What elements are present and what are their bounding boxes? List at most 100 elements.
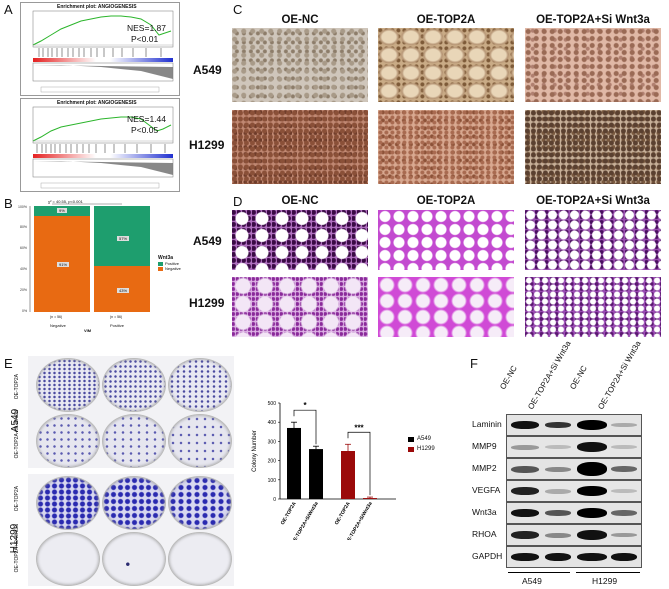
colony-plate-a549 (28, 356, 234, 468)
pct-label: 91% (57, 262, 70, 267)
bar-h1299-2 (341, 451, 355, 499)
gsea-curve-1 (32, 10, 174, 93)
significance-mark: * (303, 401, 307, 410)
significance-bracket (347, 431, 371, 496)
y-tick-label: 400 (268, 420, 277, 426)
colony-bar-chart: 0 100 200 300 400 500 Colony Number OE-TOP2A OE-… (252, 401, 396, 540)
gsea-plot-1: Enrichment plot: ANGIOGENESIS NES=1.87 P… (20, 2, 180, 96)
gsea-nes-1: NES=1.87 (127, 23, 166, 33)
legend-swatch-positive (158, 261, 163, 266)
micrograph-h1299-oe-top2a (378, 110, 514, 184)
legend-swatch-h1299 (408, 446, 414, 452)
bar-h1299-3 (363, 498, 377, 499)
panel-d-label: D (233, 194, 243, 209)
col-title: OE-TOP2A (416, 14, 476, 26)
legend-item: Positive (165, 261, 180, 266)
panel-b-label: B (4, 196, 13, 211)
protein-label: Wnt3a (472, 507, 497, 517)
y-tick-label: 200 (268, 459, 277, 465)
transwell-h1299-oe-nc (232, 277, 368, 337)
gsea-title: Enrichment plot: ANGIOGENESIS (57, 4, 137, 10)
legend-item: Negative (165, 266, 181, 271)
dish (168, 476, 232, 530)
group-label: A549 (522, 576, 542, 586)
transwell-a549-oe-nc (232, 210, 368, 270)
gsea-title: Enrichment plot: ANGIOGENESIS (57, 100, 137, 106)
protein-label: Laminin (472, 419, 502, 429)
micrograph-h1299-si-wnt3a (525, 110, 661, 184)
group-bracket-h1299 (576, 572, 640, 573)
gsea-plot-2: Enrichment plot: ANGIOGENESIS NES=1.44 P… (20, 98, 180, 192)
row-label: A549 (193, 63, 222, 77)
protein-label: RHOA (472, 529, 497, 539)
col-title: OE-TOP2A+Si Wnt3a (536, 14, 650, 26)
svg-text:40%: 40% (20, 267, 27, 271)
legend-title: Wnt3a (158, 255, 173, 261)
pct-label: 9% (57, 208, 67, 213)
category-label: Negative (50, 323, 66, 328)
blot-row-gapdh: GAPDH (470, 546, 665, 568)
col-title: OE-TOP2A (416, 195, 476, 207)
side-label: OE-TOP2A+Si Wnt3a (14, 410, 20, 459)
legend-swatch-a549 (408, 436, 414, 442)
micrograph-a549-oe-nc (232, 28, 368, 102)
protein-label: MMP2 (472, 463, 497, 473)
side-label: OE-TOP2A (14, 486, 20, 512)
panel-e-label: E (4, 356, 13, 371)
transwell-a549-si-wnt3a (525, 210, 661, 270)
col-title: OE-TOP2A+Si Wnt3a (536, 195, 650, 207)
gsea-curve-2 (32, 106, 174, 189)
bar-a549-0 (287, 427, 301, 499)
transwell-h1299-oe-top2a (378, 277, 514, 337)
blot-row-vegfa: VEGFA (470, 480, 665, 502)
dish (168, 358, 232, 412)
colony-plate-h1299 (28, 474, 234, 586)
panel-f-label: F (470, 356, 478, 371)
n-label: (n = 56) (50, 315, 63, 319)
blot-row-laminin: Laminin (470, 414, 665, 436)
dish (36, 476, 100, 530)
protein-label: VEGFA (472, 485, 501, 495)
n-label: (n = 56) (110, 315, 123, 319)
row-label: H1299 (189, 296, 225, 310)
blot-row-rhoa: RHOA (470, 524, 665, 546)
svg-text:0%: 0% (22, 309, 27, 313)
side-label: OE-TOP2A (14, 374, 20, 400)
y-tick-label: 300 (268, 439, 277, 445)
svg-text:60%: 60% (20, 246, 27, 250)
legend-swatch-negative (158, 266, 163, 271)
pct-label: 43% (117, 288, 130, 293)
dish (36, 358, 100, 412)
dish (36, 532, 100, 586)
transwell-h1299-si-wnt3a (525, 277, 661, 337)
dish (102, 358, 166, 412)
significance-bracket (293, 409, 317, 445)
blot-row-wnt3a: Wnt3a (470, 502, 665, 524)
transwell-a549-oe-top2a (378, 210, 514, 270)
blot-row-mmp2: MMP2 (470, 458, 665, 480)
panel-a-label: A (4, 2, 13, 17)
dish (168, 414, 232, 468)
dish (102, 532, 166, 586)
legend-label-h1299: H1299 (417, 446, 435, 452)
legend: Wnt3a Positive Negative (158, 255, 181, 271)
category-label: Positive (110, 323, 125, 328)
micrograph-a549-oe-top2a (378, 28, 514, 102)
y-tick-label: 100 (268, 478, 277, 484)
dish (102, 414, 166, 468)
panel-b-stat: χ² = 40.55, p<0.001 (48, 199, 83, 204)
significance-mark: *** (354, 423, 364, 432)
side-label: OE-TOP2A+Si Wnt3a (14, 524, 20, 573)
lane-label: OE-NC (568, 364, 589, 391)
legend-label-a549: A549 (417, 436, 432, 442)
svg-text:80%: 80% (20, 225, 27, 229)
gsea-p-2: P<0.05 (131, 125, 159, 135)
lane-label: OE-TOP2A+Si Wnt3a (596, 339, 643, 411)
group-bracket-a549 (508, 572, 570, 573)
dish (102, 476, 166, 530)
lane-label: OE-TOP2A+Si Wnt3a (526, 339, 573, 411)
lane-label: OE-NC (498, 364, 519, 391)
pct-label: 57% (117, 236, 130, 241)
y-tick-label: 500 (268, 401, 277, 407)
bar-a549-1 (309, 449, 323, 499)
